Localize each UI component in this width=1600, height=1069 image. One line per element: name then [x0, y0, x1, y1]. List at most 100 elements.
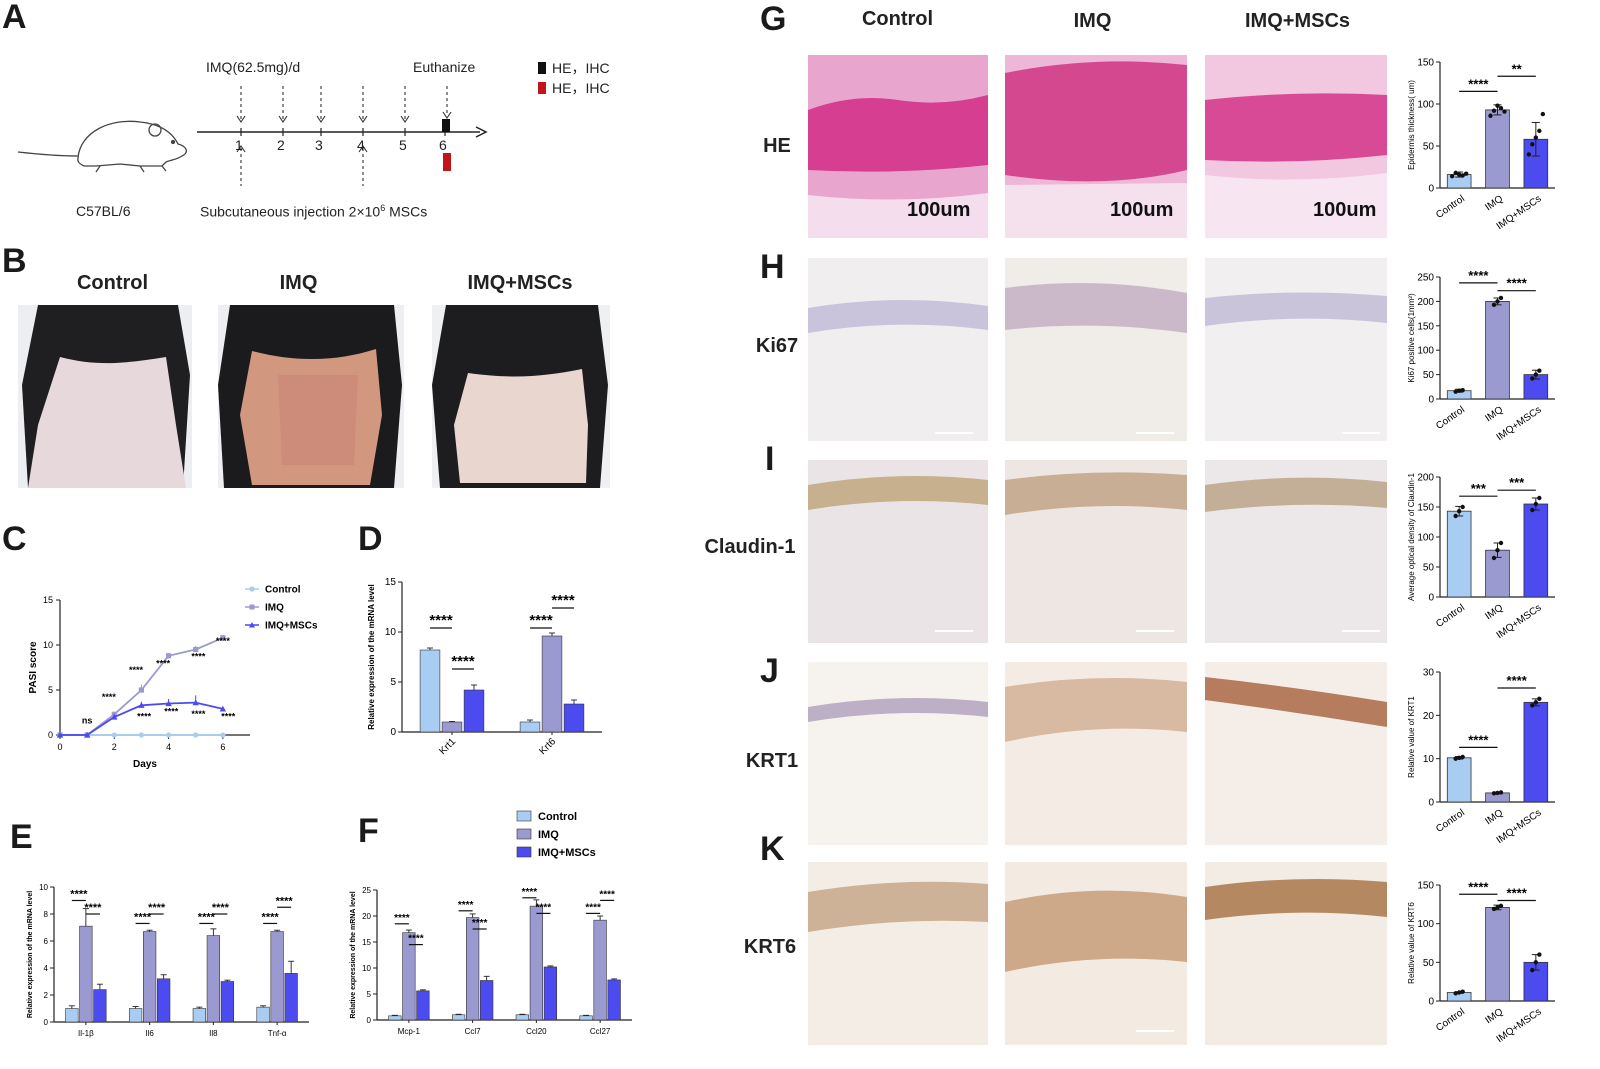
- krt1-tile-imq-mscs: [1205, 662, 1387, 845]
- bar-Mcp-1-2: [416, 990, 430, 1021]
- x-tick-label: IMQ: [1483, 193, 1505, 213]
- legend-label: Control: [265, 585, 301, 596]
- data-point: [1460, 388, 1465, 393]
- x-tick-label: Control: [1434, 193, 1467, 221]
- y-tick-label: 0: [1428, 184, 1434, 195]
- euthanize-black-marker: [442, 119, 450, 132]
- y-tick-label: 100: [1417, 100, 1434, 111]
- bar-Control: [1446, 510, 1472, 598]
- data-point: [1491, 555, 1497, 561]
- panel-letter-i: I: [765, 440, 775, 478]
- significance-label: ****: [1507, 673, 1528, 688]
- scale-label-he-control: 100um: [907, 199, 971, 221]
- legend-red-swatch: [538, 82, 546, 94]
- data-point: [1498, 106, 1504, 111]
- data-point: [1491, 791, 1497, 796]
- x-tick-label: Il-1β: [78, 1029, 94, 1038]
- data-point: [1526, 152, 1532, 157]
- x-tick-label: IMQ: [1483, 807, 1505, 827]
- significance-label: ****: [262, 911, 280, 923]
- panel-letter-h: H: [760, 248, 785, 286]
- significance-label: ****: [408, 934, 424, 945]
- bar-Mcp-1-1: [402, 932, 416, 1021]
- day-label-3: 3: [315, 137, 323, 153]
- y-tick-label: 50: [1423, 142, 1435, 153]
- legend-swatch: [516, 810, 532, 822]
- timeline-arrowhead: [475, 126, 488, 138]
- significance-label: ****: [599, 889, 615, 900]
- data-point: [1453, 389, 1458, 394]
- y-tick-label: 200: [1417, 473, 1434, 484]
- data-point-imq-mscs: [83, 731, 91, 738]
- significance-label: ****: [191, 709, 206, 719]
- significance-label: ****: [137, 712, 152, 722]
- data-point-imq-mscs: [56, 731, 64, 738]
- data-point: [1537, 952, 1542, 957]
- data-point: [1533, 700, 1539, 705]
- panel-b-header-control: Control: [76, 272, 149, 294]
- day-label-4: 4: [357, 137, 365, 153]
- data-point: [1495, 103, 1500, 108]
- scale-bar-ki67-imq: [1136, 432, 1174, 434]
- bar-Ccl20-0: [515, 1014, 529, 1021]
- x-tick-label: IMQ: [1483, 1006, 1505, 1026]
- significance-label: ns: [82, 715, 93, 725]
- significance-label: ****: [536, 902, 552, 913]
- data-point-imq: [165, 653, 172, 659]
- data-point: [1456, 509, 1462, 514]
- bar-Tnf-α-2: [284, 973, 298, 1023]
- y-tick-label: 0: [48, 730, 53, 740]
- scale-bar-ki67-control: [935, 432, 973, 434]
- y-tick-label: 8: [44, 910, 49, 919]
- ki67-tile-imq-mscs: [1205, 258, 1387, 441]
- bar-Il8-2: [220, 981, 235, 1023]
- data-point-imq-mscs: [219, 705, 227, 712]
- x-tick-label: 4: [166, 742, 171, 752]
- x-tick-label: Krt6: [537, 736, 558, 757]
- bar-Il6-2: [157, 978, 171, 1023]
- y-axis-title: Relative expression of the mRNA level: [350, 891, 357, 1018]
- krt6-tile-imq: [1005, 862, 1187, 1045]
- scale-bar-claudin-control: [935, 630, 973, 632]
- x-tick-label: Mcp-1: [398, 1027, 421, 1036]
- legend-black-swatch: [538, 62, 546, 74]
- he-tile-imq-mscs: [1205, 55, 1387, 238]
- panel-letter-f: F: [358, 812, 379, 850]
- he-tile-imq: [1005, 55, 1187, 238]
- data-point: [1537, 368, 1542, 373]
- data-point: [1533, 135, 1539, 140]
- x-tick-label: Krt1: [437, 736, 458, 757]
- y-tick-label: 0: [1428, 798, 1434, 809]
- data-point: [1488, 113, 1493, 118]
- y-tick-label: 25: [362, 886, 371, 895]
- panel-b-header-imq: IMQ: [279, 272, 318, 294]
- mouse-photo-imq: [218, 305, 404, 488]
- significance-label: ****: [585, 902, 601, 913]
- data-point: [1533, 960, 1539, 965]
- scale-bar-claudin-imq: [1136, 630, 1174, 632]
- y-tick-label: 10: [39, 883, 48, 892]
- y-tick-label: 150: [1417, 58, 1434, 69]
- data-point-imq: [138, 687, 145, 693]
- data-point: [1453, 991, 1458, 996]
- significance-label: ****: [156, 659, 171, 669]
- mouse-strain-label: C57BL/6: [76, 203, 131, 219]
- row-label-ki67: Ki67: [755, 335, 799, 357]
- data-point: [1498, 540, 1504, 546]
- panel-letter-a: A: [2, 0, 27, 36]
- data-point: [1530, 967, 1535, 973]
- x-tick-label: IMQ: [1483, 404, 1505, 424]
- data-point-imq-mscs: [138, 702, 145, 708]
- y-axis-title: Average optical density of Claudin-1: [1407, 472, 1416, 600]
- data-point: [1460, 504, 1465, 510]
- data-point-control: [165, 732, 172, 738]
- bar-IMQ: [1485, 907, 1510, 1002]
- x-tick-label: Tnf-α: [268, 1029, 287, 1038]
- y-axis-title: Ki67 positive cells(1mm²): [1407, 293, 1416, 383]
- histology-header-imq: IMQ: [1073, 10, 1112, 32]
- panel-letter-d: D: [358, 520, 383, 558]
- data-point: [1460, 173, 1465, 178]
- significance-label: ****: [1468, 268, 1489, 283]
- y-tick-label: 150: [1417, 321, 1434, 332]
- legend-marker: [249, 586, 255, 592]
